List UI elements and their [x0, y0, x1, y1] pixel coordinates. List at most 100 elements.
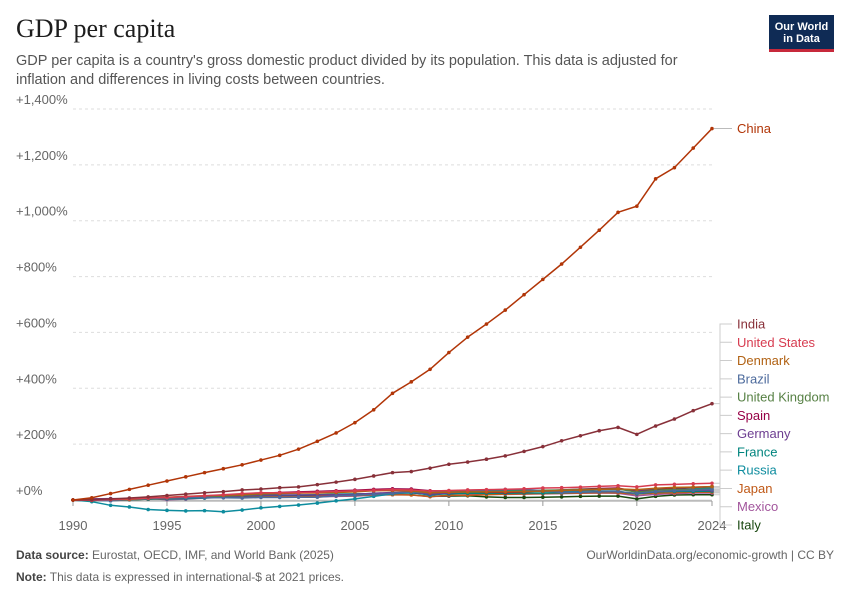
credit-link[interactable]: OurWorldinData.org/economic-growth | CC … [586, 548, 834, 562]
data-point [616, 489, 620, 494]
data-point [353, 488, 357, 493]
data-point [541, 277, 545, 282]
logo-line-2: in Data [783, 33, 820, 45]
data-point [277, 485, 282, 490]
data-point [390, 491, 395, 496]
data-point [672, 165, 677, 170]
series-label[interactable]: Italy [737, 518, 761, 533]
data-point [371, 488, 376, 493]
data-point [146, 507, 150, 512]
chart-subtitle: GDP per capita is a country's gross dome… [16, 53, 678, 88]
data-point [635, 432, 639, 437]
data-point [409, 380, 414, 384]
series-label[interactable]: United States [737, 335, 816, 350]
data-point [221, 466, 226, 471]
data-point [108, 497, 113, 501]
label-connector [714, 414, 732, 488]
data-point [371, 474, 376, 478]
data-point [541, 495, 545, 500]
data-point [653, 486, 658, 491]
data-point [616, 487, 620, 491]
data-point [710, 481, 714, 486]
series-label[interactable]: Brazil [737, 371, 770, 386]
series-label[interactable]: India [737, 317, 766, 332]
data-point [503, 454, 508, 458]
data-point [578, 494, 583, 499]
series-label[interactable]: France [737, 444, 777, 459]
data-point [578, 245, 583, 250]
data-point [578, 433, 583, 438]
data-point [447, 350, 451, 355]
data-point [522, 292, 526, 297]
data-point [315, 490, 320, 494]
series-label[interactable]: China [737, 121, 772, 136]
y-tick-label: +800% [16, 260, 57, 275]
data-point [146, 483, 150, 487]
data-point [522, 489, 526, 494]
data-point [240, 491, 244, 496]
data-point [165, 479, 169, 483]
data-point [635, 497, 639, 501]
data-point [616, 494, 620, 498]
data-point [202, 470, 207, 475]
data-point [334, 431, 338, 435]
data-point [127, 505, 132, 509]
data-point [691, 485, 696, 489]
data-point [653, 489, 658, 494]
x-tick-label: 2000 [246, 518, 275, 533]
data-point [635, 487, 639, 492]
data-point [259, 506, 263, 510]
data-point [672, 482, 677, 487]
data-point [71, 498, 75, 502]
x-tick-label: 2024 [698, 518, 727, 533]
y-tick-label: +1,400% [16, 92, 68, 107]
data-point [447, 462, 451, 467]
data-point [447, 488, 451, 493]
series-label[interactable]: United Kingdom [737, 390, 830, 405]
data-point [522, 487, 526, 491]
label-connector [714, 360, 732, 488]
data-point [334, 480, 338, 484]
series-label[interactable]: Germany [737, 426, 791, 441]
data-point [559, 262, 564, 266]
series-label[interactable]: Mexico [737, 499, 778, 514]
data-point [541, 489, 545, 493]
data-point [616, 425, 620, 430]
data-point [296, 490, 301, 495]
data-point [503, 487, 508, 492]
data-point [635, 204, 639, 208]
data-point [616, 210, 620, 215]
data-point [672, 417, 677, 421]
data-point [653, 483, 658, 487]
data-point [597, 490, 602, 494]
data-point [559, 485, 564, 490]
data-point [183, 509, 188, 513]
label-connector [714, 341, 732, 484]
y-tick-label: +0% [16, 483, 43, 498]
data-point [240, 496, 244, 500]
x-tick-label: 2005 [340, 518, 369, 533]
series-label[interactable]: Japan [737, 481, 772, 496]
data-point [691, 482, 696, 486]
label-connector [714, 487, 732, 493]
series-label[interactable]: Denmark [737, 353, 790, 368]
data-point [691, 408, 696, 413]
x-tick-label: 2020 [622, 518, 651, 533]
series-label[interactable]: Spain [737, 408, 770, 423]
data-point [353, 497, 357, 501]
data-point [221, 509, 226, 514]
owid-logo[interactable]: Our World in Data [769, 15, 834, 52]
data-point [597, 228, 602, 233]
data-point [183, 475, 188, 479]
data-point [371, 407, 376, 412]
data-point [672, 488, 677, 493]
source-text[interactable]: Eurostat, OECD, IMF, and World Bank (202… [92, 548, 334, 562]
y-tick-label: +600% [16, 315, 57, 330]
data-point [127, 496, 132, 500]
series-label[interactable]: Russia [737, 463, 778, 478]
data-point [240, 463, 244, 467]
data-point [315, 439, 320, 444]
data-point [146, 495, 150, 499]
data-point [390, 391, 395, 396]
data-point [353, 493, 357, 498]
